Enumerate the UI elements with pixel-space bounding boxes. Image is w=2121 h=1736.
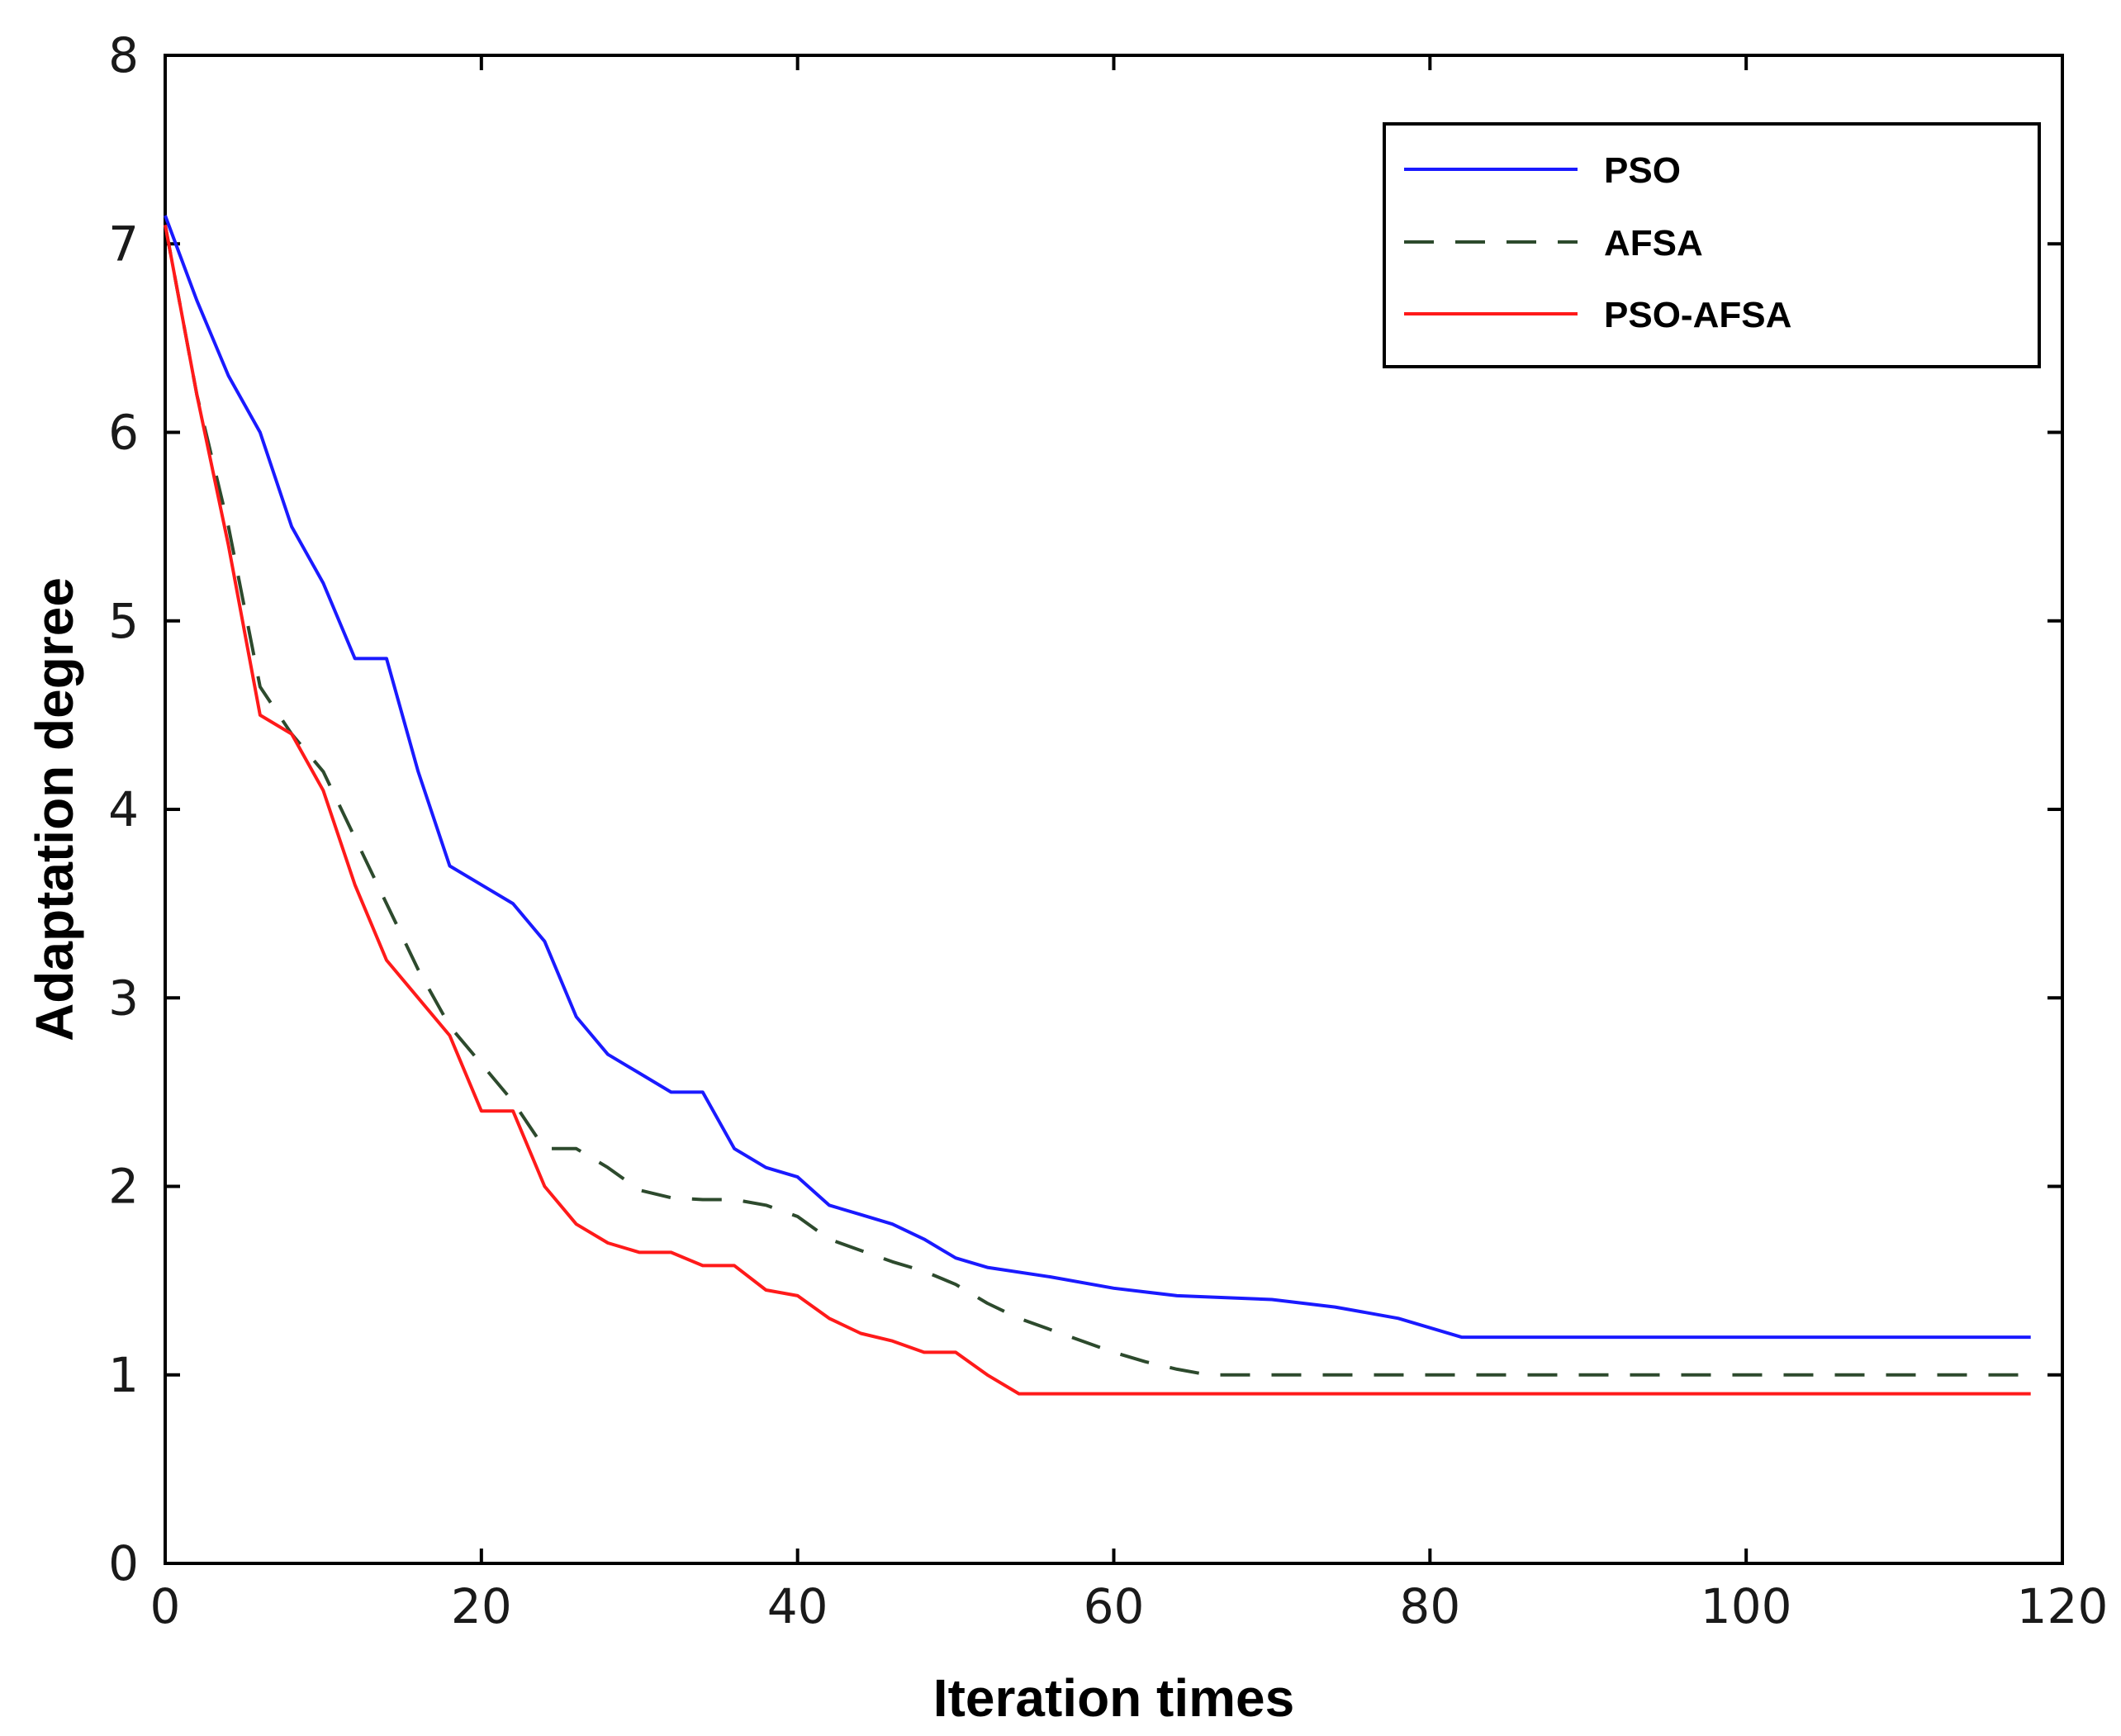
- y-tick-label: 5: [108, 593, 139, 649]
- x-tick-label: 0: [150, 1578, 181, 1634]
- y-tick-label: 0: [108, 1535, 139, 1591]
- y-tick-label: 4: [108, 781, 139, 837]
- y-tick-label: 1: [108, 1347, 139, 1403]
- x-tick-label: 60: [1084, 1578, 1145, 1634]
- series-layer: [164, 215, 2031, 1396]
- series-line-pso: [164, 215, 2031, 1340]
- legend-box: [1383, 122, 2041, 368]
- x-tick-label: 20: [451, 1578, 512, 1634]
- x-tick-label: 100: [1701, 1578, 1792, 1634]
- series-line-pso-afsa: [164, 225, 2031, 1396]
- ticks-layer: 0 20 40 60 80 100 120 0 1 2 3 4 5 6 7 8: [108, 27, 2108, 1634]
- legend-label-pso-afsa: PSO-AFSA: [1604, 295, 1791, 335]
- x-tick-label: 120: [2017, 1578, 2109, 1634]
- legend-label-pso: PSO: [1604, 150, 1681, 191]
- x-axis-title: Iteration times: [933, 1668, 1294, 1728]
- y-axis-title: Adaptation degree: [25, 577, 84, 1041]
- y-tick-label: 8: [108, 27, 139, 83]
- y-tick-label: 3: [108, 970, 139, 1026]
- legend-label-afsa: AFSA: [1604, 223, 1703, 263]
- y-tick-label: 2: [108, 1159, 139, 1215]
- x-tick-label: 40: [767, 1578, 828, 1634]
- x-tick-label: 80: [1399, 1578, 1460, 1634]
- y-tick-label: 7: [108, 216, 139, 272]
- legend: PSO AFSA PSO-AFSA: [1383, 122, 2041, 368]
- y-tick-label: 6: [108, 405, 139, 461]
